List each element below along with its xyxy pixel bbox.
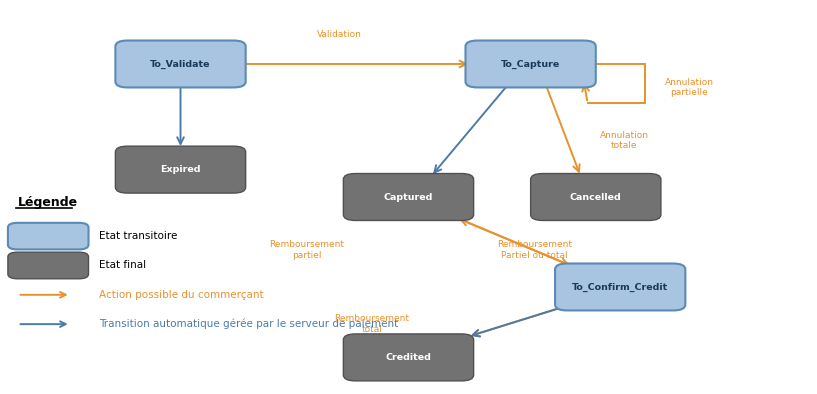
FancyBboxPatch shape bbox=[8, 252, 88, 279]
Text: Remboursement
total: Remboursement total bbox=[334, 314, 409, 334]
Text: To_Validate: To_Validate bbox=[150, 59, 211, 69]
Text: Captured: Captured bbox=[384, 193, 433, 201]
Text: Annulation
totale: Annulation totale bbox=[600, 130, 649, 150]
Text: Action possible du commerçant: Action possible du commerçant bbox=[99, 290, 264, 300]
Text: To_Confirm_Credit: To_Confirm_Credit bbox=[572, 282, 668, 292]
FancyBboxPatch shape bbox=[343, 334, 474, 381]
FancyBboxPatch shape bbox=[115, 146, 246, 193]
FancyBboxPatch shape bbox=[115, 41, 246, 87]
Text: Transition automatique gérée par le serveur de paiement: Transition automatique gérée par le serv… bbox=[99, 319, 399, 329]
Text: Etat transitoire: Etat transitoire bbox=[99, 231, 177, 241]
Text: Annulation
partielle: Annulation partielle bbox=[665, 78, 714, 97]
Text: Légende: Légende bbox=[18, 196, 78, 209]
Text: Remboursement
partiel: Remboursement partiel bbox=[270, 240, 344, 260]
Text: Validation: Validation bbox=[317, 30, 362, 39]
Text: Expired: Expired bbox=[160, 165, 201, 174]
FancyBboxPatch shape bbox=[8, 223, 88, 249]
Text: To_Capture: To_Capture bbox=[501, 59, 560, 69]
FancyBboxPatch shape bbox=[530, 173, 661, 221]
Text: Cancelled: Cancelled bbox=[570, 193, 622, 201]
FancyBboxPatch shape bbox=[343, 173, 474, 221]
Text: Credited: Credited bbox=[386, 353, 431, 362]
FancyBboxPatch shape bbox=[466, 41, 596, 87]
FancyBboxPatch shape bbox=[555, 264, 685, 310]
Text: Remboursement
Partiel ou total: Remboursement Partiel ou total bbox=[498, 240, 572, 260]
Text: Etat final: Etat final bbox=[99, 260, 146, 270]
